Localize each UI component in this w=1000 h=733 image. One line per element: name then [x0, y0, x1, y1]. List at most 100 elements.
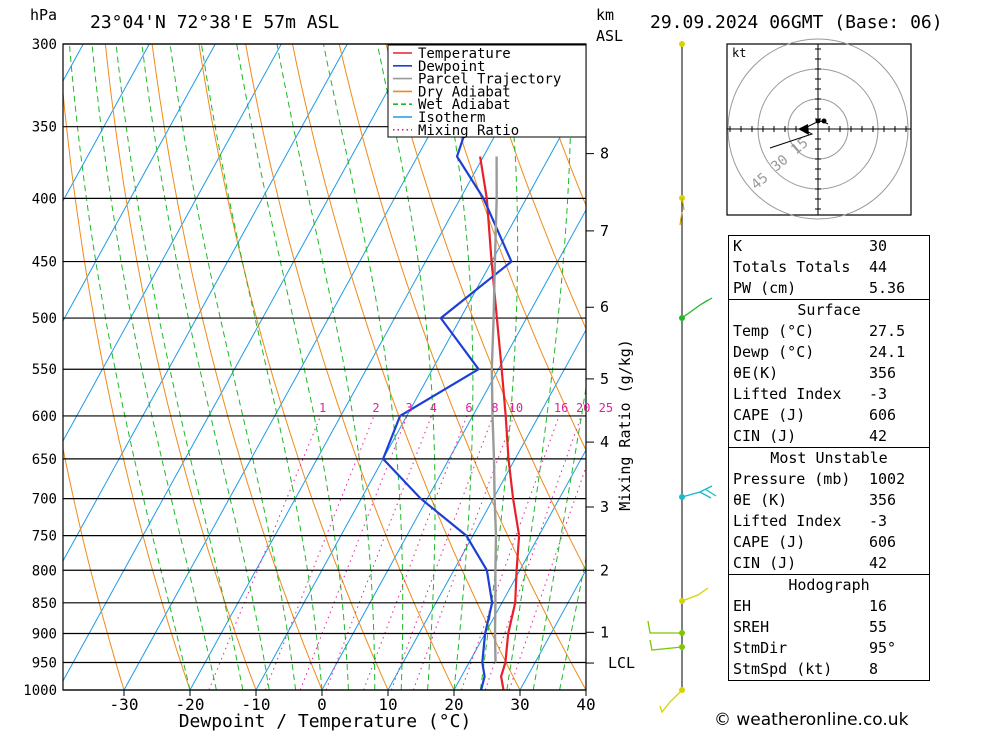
pressure-label: 450	[32, 255, 57, 271]
height-label: 1	[600, 623, 609, 641]
wet-adiabat-line	[585, 687, 586, 690]
surface-row: CAPE (J) 606	[733, 406, 897, 424]
height-label: 4	[600, 433, 609, 451]
mixing-ratio-label: 20	[576, 401, 590, 415]
wet-adiabat-line	[115, 44, 244, 690]
isotherm-line	[0, 44, 17, 690]
hodograph-row: StmDir 95°	[733, 639, 897, 657]
surface-row: Dewp (°C) 24.1	[733, 343, 906, 361]
pressure-label: 750	[32, 529, 57, 545]
wet-adiabat-line	[438, 44, 474, 690]
height-label: LCL	[608, 654, 635, 672]
parcel-line	[490, 156, 498, 663]
wet-adiabat-line	[141, 44, 270, 690]
legend-entry: Dry Adiabat	[418, 84, 511, 100]
dry-adiabat-line	[432, 44, 586, 452]
wind-barb	[679, 197, 685, 226]
surface-row: Lifted Index -3	[733, 385, 888, 403]
dry-adiabat-line	[479, 44, 586, 330]
plot-frame	[62, 43, 587, 691]
surface-row: Temp (°C) 27.5	[733, 322, 906, 340]
most-unstable-row: CIN (J) 42	[733, 554, 888, 572]
legend-entry: Parcel Trajectory	[418, 72, 561, 88]
mixing-ratio-label: 3	[405, 401, 412, 415]
hodograph-row: EH 16	[733, 597, 888, 615]
wet-adiabat-line	[236, 44, 349, 690]
pressure-label: 500	[32, 311, 57, 327]
credit-link[interactable]: © weatheronline.co.uk	[714, 710, 909, 730]
pressure-label: 350	[32, 120, 57, 136]
isotherm-line	[189, 44, 546, 690]
location-title: 23°04'N 72°38'E 57m ASL	[90, 12, 339, 33]
wet-adiabat-line	[68, 44, 191, 690]
mixing-ratio-label: 25	[599, 401, 613, 415]
pressure-label: 600	[32, 409, 57, 425]
height-label: 3	[600, 498, 609, 516]
isotherm-line	[321, 208, 586, 690]
x-tick-label: 20	[444, 695, 463, 714]
wind-barb	[681, 485, 717, 499]
pressure-label: 650	[32, 452, 57, 468]
hodograph-row: SREH 55	[733, 618, 888, 636]
pressure-label: 400	[32, 191, 57, 207]
legend-entry: Mixing Ratio	[418, 123, 519, 139]
wind-barb	[659, 689, 683, 714]
surface-row: CIN (J) 42	[733, 427, 888, 445]
isotherm-line	[255, 88, 586, 690]
isotherm-line	[387, 328, 586, 690]
x-tick-label: -20	[176, 695, 205, 714]
x-tick-label: -30	[110, 695, 139, 714]
mixing-ratio-line	[508, 465, 586, 690]
most-unstable-section: Most Unstable Pressure (mb) 1002 θE (K) 35…	[729, 447, 929, 574]
pressure-label: 900	[32, 626, 57, 642]
index-row-k: K 30	[733, 237, 888, 255]
wind-barb	[647, 620, 683, 651]
height-label: 6	[600, 298, 609, 316]
mixing-ratio-label: 16	[554, 401, 568, 415]
hodograph-unit: kt	[732, 46, 746, 60]
most-unstable-row: CAPE (J) 606	[733, 533, 897, 551]
hodograph-title: Hodograph	[788, 576, 870, 594]
pressure-label: 700	[32, 492, 57, 508]
surface-row: θE(K) 356	[733, 364, 897, 382]
index-row-totals: Totals Totals 44	[733, 258, 888, 276]
most-unstable-row: Pressure (mb) 1002	[733, 470, 906, 488]
mixing-ratio-label: 2	[372, 401, 379, 415]
dry-adiabat-line	[994, 44, 1000, 690]
pressure-label: 950	[32, 655, 57, 671]
x-tick-label: 40	[576, 695, 595, 714]
storm-motion-marker	[798, 124, 809, 135]
mixing-ratio-label: 8	[491, 401, 498, 415]
most-unstable-row: θE (K) 356	[733, 491, 897, 509]
hodograph-row: StmSpd (kt) 8	[733, 660, 879, 678]
dry-adiabat-line	[292, 44, 521, 690]
isotherm-line	[63, 44, 150, 202]
legend-entry: Dewpoint	[418, 59, 485, 75]
height-label: 5	[600, 370, 609, 388]
dry-adiabat-line	[245, 44, 455, 690]
surface-section: Surface Temp (°C) 27.5 Dewp (°C) 24.1 θE(K…	[729, 299, 929, 447]
x-tick-label: 10	[378, 695, 397, 714]
pressure-label: 300	[32, 37, 57, 53]
pressure-unit: hPa	[30, 6, 57, 24]
dry-adiabat-line	[947, 44, 1000, 690]
indices-table: K 30 Totals Totals 44 PW (cm) 5.36 Surface …	[728, 235, 930, 681]
wind-barb	[681, 297, 713, 319]
mixing-ratio-label: 10	[509, 401, 523, 415]
isotherm-line	[453, 448, 586, 690]
mixing-ratio-line	[264, 415, 375, 690]
mixing-ratio-label: 4	[430, 401, 437, 415]
legend-box	[387, 44, 587, 138]
isotherm-line	[63, 44, 414, 682]
height-label: 2	[600, 561, 609, 579]
mixing-ratio-line	[325, 415, 432, 690]
pressure-label: 1000	[23, 683, 57, 699]
x-tick-label: 30	[510, 695, 529, 714]
wet-adiabat-line	[200, 44, 323, 690]
legend-entry: Wet Adiabat	[418, 97, 511, 113]
isotherm-line	[123, 44, 480, 690]
wind-barb	[681, 587, 709, 602]
legend-entry: Isotherm	[418, 110, 485, 126]
